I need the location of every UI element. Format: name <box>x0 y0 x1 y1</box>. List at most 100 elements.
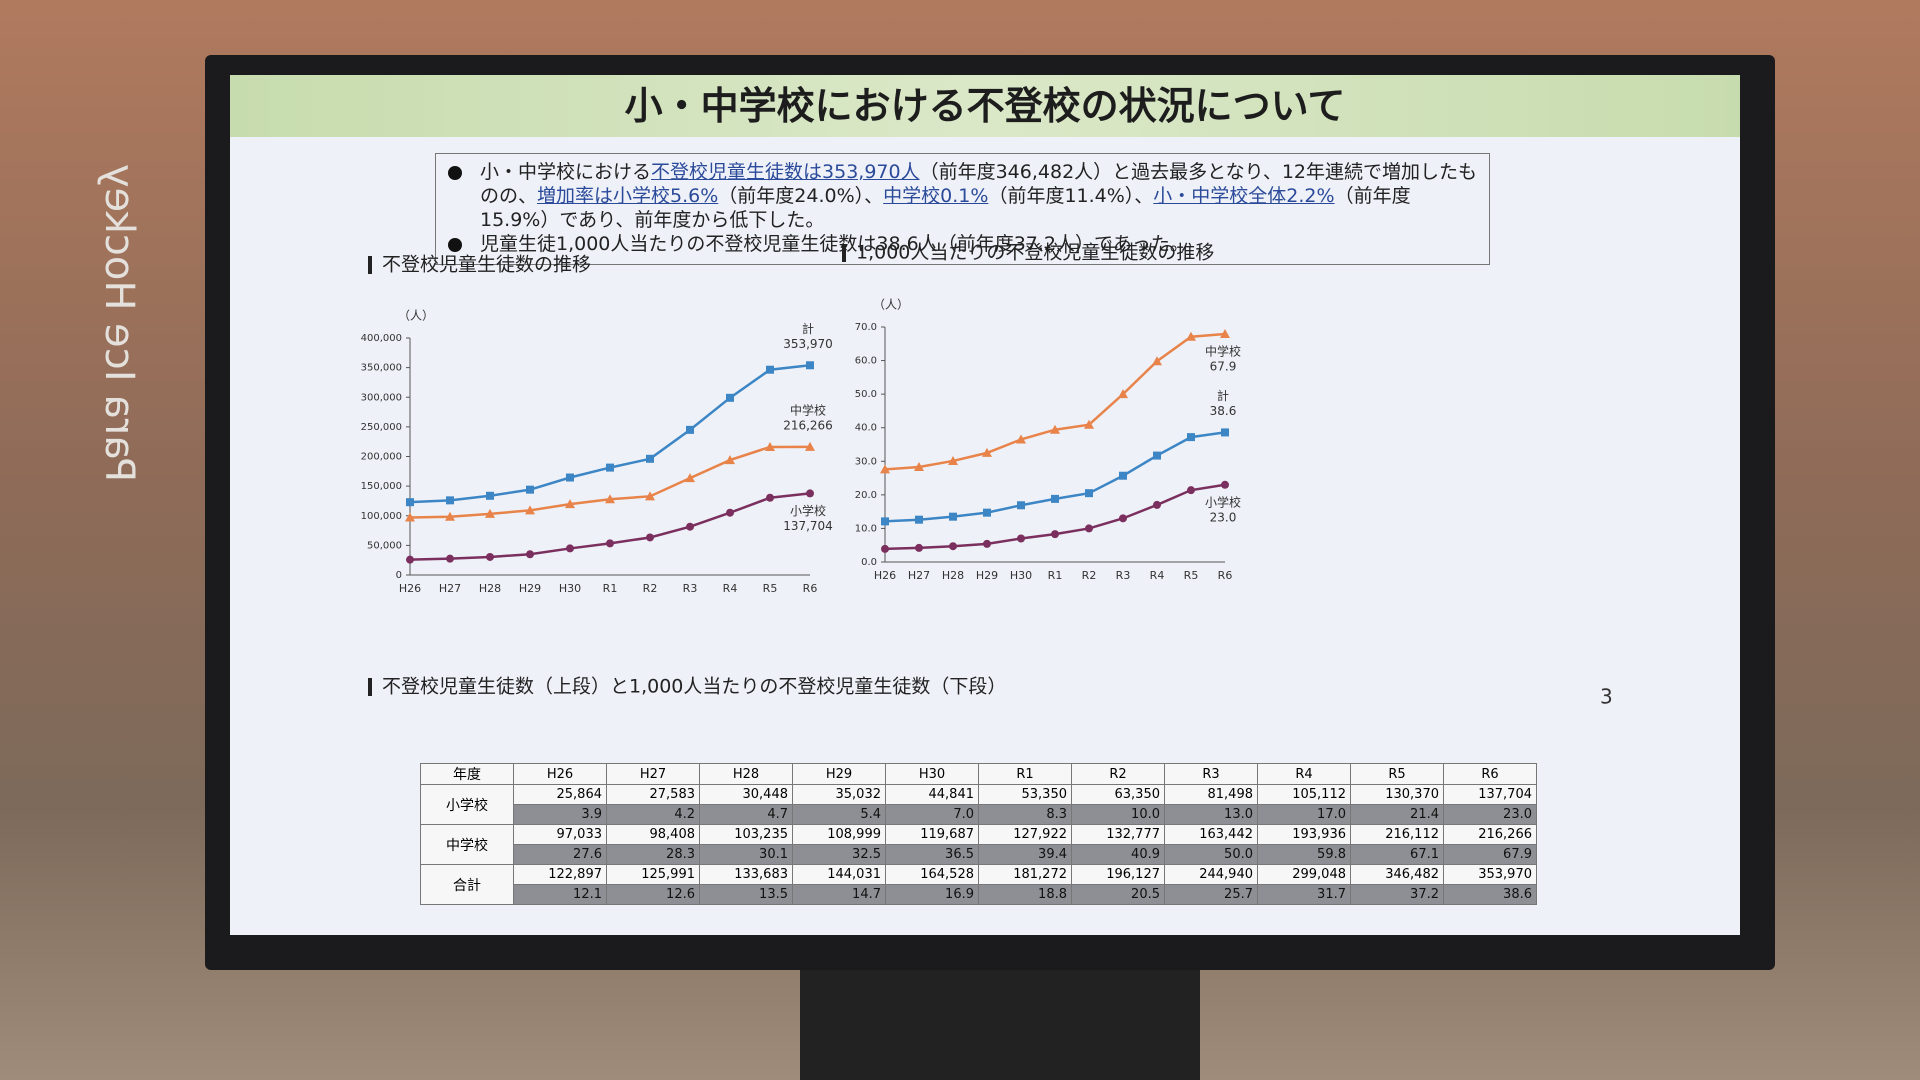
header-cell: R5 <box>1350 763 1444 785</box>
y-tick-label: 10.0 <box>855 523 877 534</box>
y-tick-label: 150,000 <box>361 481 402 492</box>
marker <box>565 499 575 509</box>
count-cell: 193,936 <box>1257 824 1351 845</box>
series-line <box>409 364 811 504</box>
count-cell: 127,922 <box>978 824 1072 845</box>
marker <box>949 542 957 551</box>
marker <box>645 491 655 501</box>
rate-cell: 12.6 <box>606 884 700 905</box>
count-cell: 299,048 <box>1257 864 1351 885</box>
marker <box>915 543 923 552</box>
count-cell: 244,940 <box>1164 864 1258 885</box>
data-label: 38.6 <box>1210 404 1237 418</box>
rate-cell: 4.7 <box>699 804 793 825</box>
header-row: 年度 H26 H27 H28 H29 H30 R1 R2 R3 R4 R5 R6 <box>420 763 1537 785</box>
marker <box>1152 356 1162 366</box>
y-tick-label: 50.0 <box>855 389 877 400</box>
marker <box>1085 489 1093 498</box>
count-cell: 125,991 <box>606 864 700 885</box>
bullet: 児童生徒1,000人当たりの不登校児童生徒数は38.6人（前年度37.2人）であ… <box>448 232 1479 256</box>
rate-cell: 59.8 <box>1257 844 1351 865</box>
count-cell: 44,841 <box>885 784 979 805</box>
rate-cell: 10.0 <box>1071 804 1165 825</box>
count-cell: 81,498 <box>1164 784 1258 805</box>
marker <box>646 533 654 542</box>
x-tick-label: H29 <box>519 582 541 595</box>
row-label: 中学校 <box>420 824 514 865</box>
rate-row: 27.6 28.3 30.1 32.5 36.5 39.4 40.9 50.0 59.8 67.1… <box>421 844 1537 865</box>
marker <box>1085 524 1093 533</box>
series-line <box>409 492 811 561</box>
rate-cell: 31.7 <box>1257 884 1351 905</box>
section-title: 不登校児童生徒数（上段）と1,000人当たりの不登校児童生徒数（下段） <box>382 676 1006 698</box>
marker <box>1186 331 1196 341</box>
marker <box>1051 530 1059 539</box>
rate-row: 12.1 12.6 13.5 14.7 16.9 18.8 20.5 25.7 31.7 37.2… <box>421 884 1537 905</box>
marker <box>1050 424 1060 434</box>
x-tick-label: H28 <box>479 582 501 595</box>
x-tick-label: R5 <box>1184 569 1199 582</box>
marker <box>1017 501 1025 510</box>
count-cell: 216,112 <box>1350 824 1444 845</box>
rate-cell: 32.5 <box>792 844 886 865</box>
x-tick-label: H26 <box>874 569 896 582</box>
x-tick-label: R6 <box>1218 569 1233 582</box>
bullet-text: 小・中学校における <box>480 161 652 183</box>
marker <box>646 454 654 463</box>
count-row: 中学校 97,033 98,408 103,235 108,999 119,687 127,… <box>420 824 1537 865</box>
count-cell: 181,272 <box>978 864 1072 885</box>
marker <box>1153 500 1161 509</box>
marker <box>485 508 495 518</box>
bullet-text: （前年度11.4%）、 <box>988 185 1154 207</box>
marker <box>606 539 614 548</box>
series-name-label: 中学校 <box>1205 344 1241 359</box>
marker <box>983 539 991 548</box>
count-cell: 97,033 <box>513 824 607 845</box>
marker <box>915 515 923 524</box>
marker <box>806 361 814 370</box>
marker <box>766 493 774 502</box>
count-cell: 119,687 <box>885 824 979 845</box>
rate-cell: 37.2 <box>1350 884 1444 905</box>
count-cell: 108,999 <box>792 824 886 845</box>
rate-cell: 18.8 <box>978 884 1072 905</box>
row-label: 合計 <box>420 864 514 905</box>
bullet-text: （前年度24.0%）、 <box>718 185 884 207</box>
marker <box>914 461 924 471</box>
series-name-label: 小学校 <box>1205 494 1241 509</box>
x-tick-label: H28 <box>942 569 964 582</box>
rate-cell: 39.4 <box>978 844 1072 865</box>
rate-cell: 5.4 <box>792 804 886 825</box>
marker <box>983 508 991 517</box>
count-cell: 63,350 <box>1071 784 1165 805</box>
underlined-text: 増加率は小学校5.6% <box>537 185 719 207</box>
marker <box>725 455 735 465</box>
count-cell: 353,970 <box>1443 864 1537 885</box>
marker <box>1051 494 1059 503</box>
rate-cell: 20.5 <box>1071 884 1165 905</box>
data-label: 23.0 <box>1210 510 1237 524</box>
marker <box>880 464 890 474</box>
marker <box>766 365 774 374</box>
x-tick-label: H27 <box>439 582 461 595</box>
marker <box>606 463 614 472</box>
rate-cell: 38.6 <box>1443 884 1537 905</box>
series-line <box>409 445 811 519</box>
page-number: 3 <box>1600 685 1613 709</box>
marker <box>1119 471 1127 480</box>
count-row: 合計 122,897 125,991 133,683 144,031 164,528 181… <box>420 864 1537 905</box>
underlined-text: 不登校児童生徒数は353,970人 <box>651 161 920 183</box>
y-tick-label: 400,000 <box>361 333 402 344</box>
marker <box>806 489 814 498</box>
marker <box>726 508 734 517</box>
rate-cell: 36.5 <box>885 844 979 865</box>
data-label: 216,266 <box>783 418 833 432</box>
section-marker <box>368 678 372 696</box>
marker <box>1187 486 1195 495</box>
rate-cell: 21.4 <box>1350 804 1444 825</box>
bullet-text: 児童生徒1,000人当たりの不登校児童生徒数は38.6人（前年度37.2人）であ… <box>480 233 1189 255</box>
rate-cell: 3.9 <box>513 804 607 825</box>
count-cell: 122,897 <box>513 864 607 885</box>
count-cell: 27,583 <box>606 784 700 805</box>
